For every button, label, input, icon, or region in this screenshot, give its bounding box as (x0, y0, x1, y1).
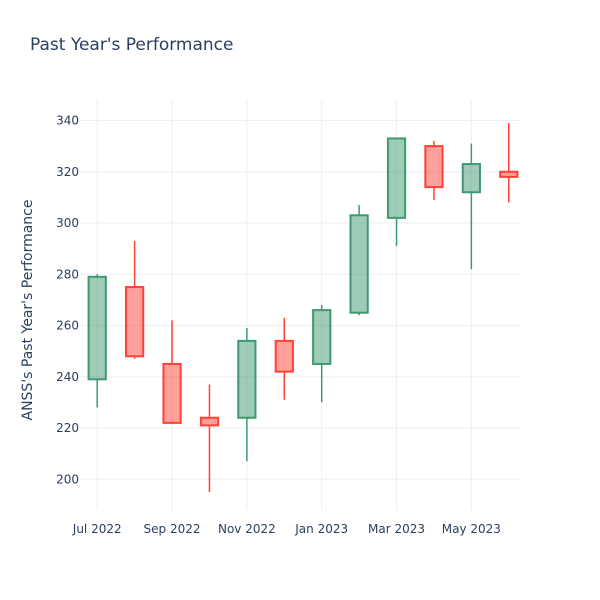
candle-body-decreasing (424, 145, 444, 189)
y-tick-label: 300 (56, 216, 79, 230)
candle (461, 143, 481, 270)
x-tick-label: Jan 2023 (294, 522, 348, 536)
candle (199, 384, 220, 493)
y-tick-label: 280 (56, 267, 79, 281)
x-tick-label: Jul 2022 (72, 522, 122, 536)
x-tick-label: Mar 2023 (368, 522, 425, 536)
grid (80, 100, 520, 510)
candle (312, 305, 332, 403)
candle-body-increasing (237, 339, 257, 419)
x-tick-label: Sep 2022 (144, 522, 201, 536)
y-tick-label: 220 (56, 421, 79, 435)
candle (162, 320, 182, 424)
candle (499, 123, 519, 203)
candle (237, 328, 257, 462)
candle-body-increasing (349, 214, 369, 314)
candle-body-decreasing (499, 170, 519, 178)
candles (87, 123, 519, 493)
candle-body-increasing (87, 275, 107, 381)
candle-body-increasing (312, 309, 332, 365)
candle-body-increasing (461, 163, 481, 194)
y-tick-label: 260 (56, 319, 79, 333)
candle (125, 240, 145, 359)
x-tick-label: May 2023 (442, 522, 501, 536)
candle (87, 274, 107, 408)
candle-body-decreasing (125, 286, 145, 358)
y-tick-label: 200 (56, 472, 79, 486)
y-tick-label: 340 (56, 114, 79, 128)
candle (424, 141, 444, 200)
candle (386, 137, 407, 247)
candle-body-decreasing (162, 362, 182, 424)
candle (349, 205, 369, 316)
candle-body-decreasing (199, 416, 220, 427)
candle-body-decreasing (274, 339, 294, 373)
y-tick-label: 240 (56, 370, 79, 384)
axes: 200 220 240 260 280 300 320 340 Jul 2022 Sep 2022… (56, 114, 501, 537)
y-tick-label: 320 (56, 165, 79, 179)
chart-title: Past Year's Performance (30, 35, 234, 55)
y-axis-label: ANSS's Past Year's Performance (20, 200, 36, 421)
candle-body-increasing (386, 137, 407, 219)
candle (274, 317, 294, 400)
x-tick-label: Nov 2022 (218, 522, 276, 536)
